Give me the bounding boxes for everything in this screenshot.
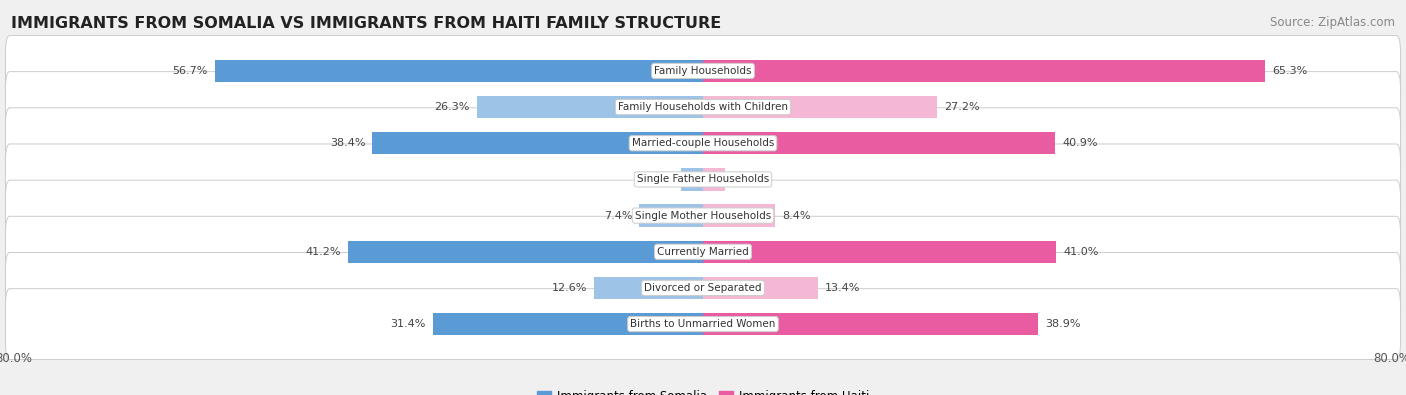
Bar [433, 313, 703, 335]
Bar [682, 168, 703, 191]
Bar [703, 168, 725, 191]
Bar [477, 96, 703, 118]
Bar [703, 132, 1056, 154]
Text: Single Mother Households: Single Mother Households [636, 211, 770, 220]
Text: 27.2%: 27.2% [945, 102, 980, 112]
Text: 8.4%: 8.4% [782, 211, 811, 220]
Bar [640, 204, 703, 227]
Text: Married-couple Households: Married-couple Households [631, 138, 775, 148]
Text: 38.9%: 38.9% [1045, 319, 1080, 329]
Text: 2.5%: 2.5% [647, 175, 675, 184]
Bar [703, 96, 938, 118]
Text: Family Households with Children: Family Households with Children [619, 102, 787, 112]
Bar [349, 241, 703, 263]
FancyBboxPatch shape [6, 252, 1400, 324]
Text: 40.9%: 40.9% [1062, 138, 1098, 148]
Text: 65.3%: 65.3% [1272, 66, 1308, 76]
Legend: Immigrants from Somalia, Immigrants from Haiti: Immigrants from Somalia, Immigrants from… [531, 385, 875, 395]
Text: 13.4%: 13.4% [825, 283, 860, 293]
FancyBboxPatch shape [6, 216, 1400, 287]
FancyBboxPatch shape [6, 180, 1400, 251]
Text: 2.6%: 2.6% [733, 175, 761, 184]
Bar [703, 241, 1056, 263]
FancyBboxPatch shape [6, 144, 1400, 215]
Text: 38.4%: 38.4% [330, 138, 366, 148]
Text: 31.4%: 31.4% [391, 319, 426, 329]
Text: Family Households: Family Households [654, 66, 752, 76]
Bar [703, 313, 1038, 335]
Bar [373, 132, 703, 154]
Text: 12.6%: 12.6% [553, 283, 588, 293]
Bar [703, 204, 775, 227]
FancyBboxPatch shape [6, 108, 1400, 179]
Text: Single Father Households: Single Father Households [637, 175, 769, 184]
Text: Births to Unmarried Women: Births to Unmarried Women [630, 319, 776, 329]
FancyBboxPatch shape [6, 289, 1400, 359]
Bar [595, 277, 703, 299]
Text: 7.4%: 7.4% [605, 211, 633, 220]
Bar [215, 60, 703, 82]
Text: 41.0%: 41.0% [1063, 247, 1098, 257]
Bar [703, 277, 818, 299]
Text: 41.2%: 41.2% [307, 247, 342, 257]
Text: IMMIGRANTS FROM SOMALIA VS IMMIGRANTS FROM HAITI FAMILY STRUCTURE: IMMIGRANTS FROM SOMALIA VS IMMIGRANTS FR… [11, 16, 721, 31]
Text: 26.3%: 26.3% [434, 102, 470, 112]
FancyBboxPatch shape [6, 36, 1400, 106]
Text: 56.7%: 56.7% [173, 66, 208, 76]
Text: Currently Married: Currently Married [657, 247, 749, 257]
Text: Divorced or Separated: Divorced or Separated [644, 283, 762, 293]
FancyBboxPatch shape [6, 71, 1400, 143]
Bar [703, 60, 1265, 82]
Text: Source: ZipAtlas.com: Source: ZipAtlas.com [1270, 16, 1395, 29]
